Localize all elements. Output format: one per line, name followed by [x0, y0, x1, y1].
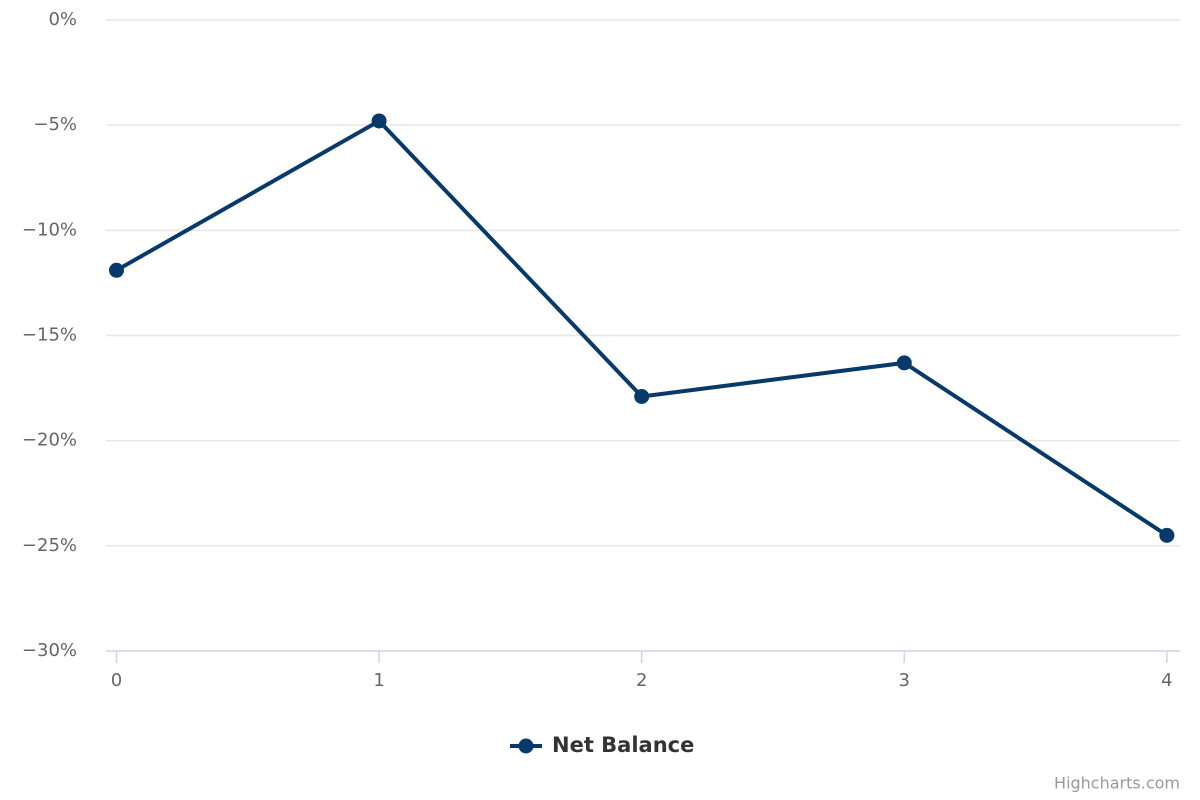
x-tick-label: 3	[899, 670, 910, 691]
y-tick-label: −20%	[22, 430, 77, 451]
x-tick-label: 4	[1161, 670, 1172, 691]
point	[634, 388, 650, 404]
point	[109, 262, 125, 278]
legend-marker	[518, 738, 534, 754]
point	[1159, 527, 1175, 543]
point	[371, 113, 387, 129]
y-tick-label: −5%	[33, 114, 77, 135]
y-tick-label: −10%	[22, 219, 77, 240]
y-tick-label: −15%	[22, 325, 77, 346]
y-tick-label: −30%	[22, 640, 77, 661]
line	[115, 118, 1168, 537]
y-tick-label: −25%	[22, 535, 77, 556]
legend-label: Net Balance	[552, 733, 694, 757]
point	[896, 355, 912, 371]
x-tick-label: 2	[636, 670, 647, 691]
y-tick-label: 0%	[48, 9, 77, 30]
x-tick-label: 1	[373, 670, 384, 691]
credits: Highcharts.com	[1054, 774, 1180, 793]
x-tick-label: 0	[111, 670, 122, 691]
